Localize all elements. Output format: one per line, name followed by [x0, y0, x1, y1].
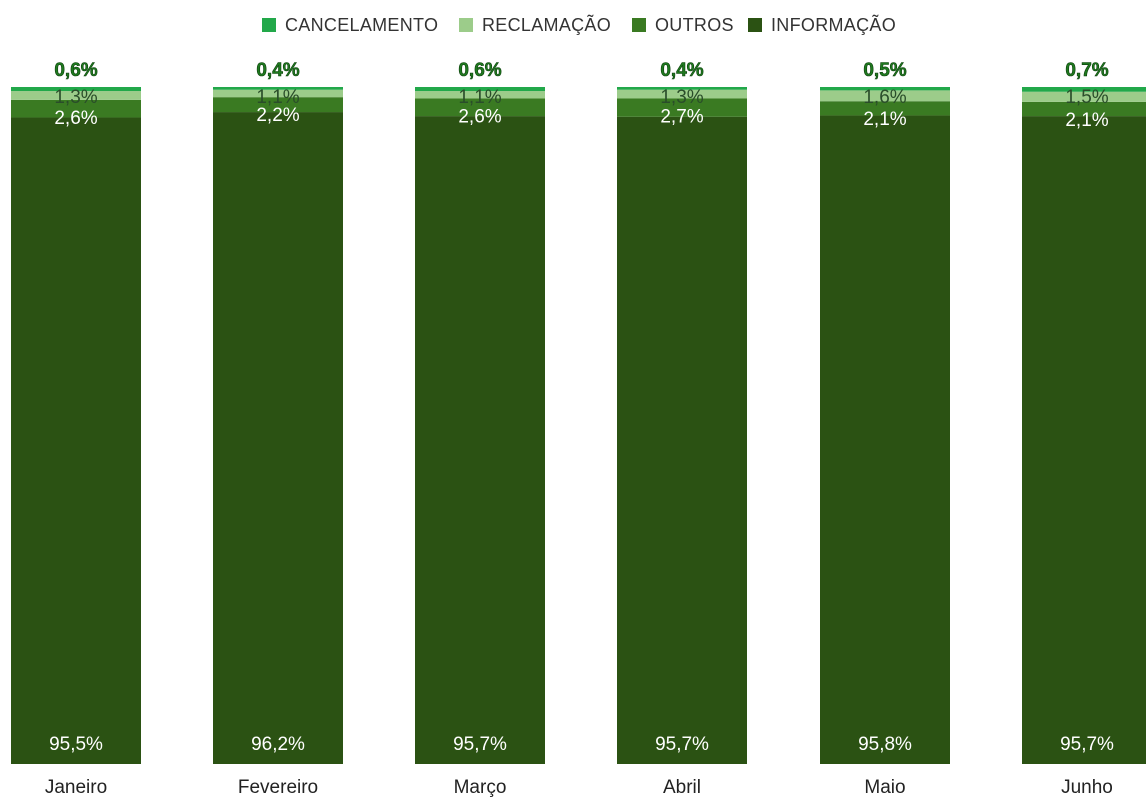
category-label-junho: Junho — [1061, 777, 1113, 798]
data-label-cancelamento-maio: 0,5% — [863, 60, 906, 81]
bar-outros-abril — [617, 98, 747, 117]
data-label-informacao-junho: 95,7% — [1060, 734, 1114, 755]
bar-informacao-maio — [820, 115, 950, 764]
bar-outros-janeiro — [11, 99, 141, 118]
bar-cancelamento-marco — [415, 87, 545, 92]
data-label-informacao-maio: 95,8% — [858, 734, 912, 755]
data-label-outros-abril: 2,7% — [660, 106, 703, 127]
bar-informacao-abril — [617, 116, 747, 764]
bar-reclamacao-maio — [820, 90, 950, 102]
data-label-reclamacao-fevereiro: 1,1% — [256, 87, 299, 108]
data-label-reclamacao-junho: 1,5% — [1065, 87, 1108, 108]
data-label-cancelamento-janeiro: 0,6% — [54, 60, 97, 81]
data-label-reclamacao-abril: 1,3% — [660, 87, 703, 108]
data-label-reclamacao-marco: 1,1% — [458, 87, 501, 108]
category-label-fevereiro: Fevereiro — [238, 777, 318, 798]
bar-informacao-janeiro — [11, 117, 141, 765]
category-label-janeiro: Janeiro — [45, 777, 107, 798]
category-labels: Janeiro Fevereiro Março Abril Maio Junho — [45, 777, 1113, 798]
bar-reclamacao-fevereiro — [213, 89, 343, 98]
bar-cancelamento-janeiro — [11, 87, 141, 92]
bar-informacao-fevereiro — [213, 112, 343, 764]
bar-outros-fevereiro — [213, 97, 343, 113]
bar-outros-maio — [820, 101, 950, 116]
bar-reclamacao-abril — [617, 89, 747, 99]
data-label-informacao-fevereiro: 96,2% — [251, 734, 305, 755]
data-label-informacao-marco: 95,7% — [453, 734, 507, 755]
data-label-cancelamento-junho: 0,7% — [1065, 60, 1108, 81]
legend: CANCELAMENTO RECLAMAÇÃO OUTROS INFORMAÇÃO — [262, 14, 896, 35]
bar-reclamacao-junho — [1022, 91, 1146, 102]
data-label-informacao-janeiro: 95,5% — [49, 734, 103, 755]
data-label-cancelamento-abril: 0,4% — [660, 60, 703, 81]
data-label-outros-marco: 2,6% — [458, 107, 501, 128]
bars: 95,5%2,6%1,3%0,6%96,2%2,2%1,1%0,4%95,7%2… — [11, 60, 1146, 765]
legend-label-cancelamento: CANCELAMENTO — [285, 15, 438, 35]
bar-cancelamento-abril — [617, 87, 747, 90]
data-label-reclamacao-janeiro: 1,3% — [54, 87, 97, 108]
data-label-cancelamento-fevereiro: 0,4% — [256, 60, 299, 81]
bar-informacao-junho — [1022, 116, 1146, 764]
bar-outros-junho — [1022, 101, 1146, 117]
bar-cancelamento-fevereiro — [213, 87, 343, 90]
legend-label-informacao: INFORMAÇÃO — [771, 14, 896, 35]
data-label-outros-maio: 2,1% — [863, 109, 906, 130]
bar-outros-marco — [415, 98, 545, 117]
legend-swatch-cancelamento — [262, 18, 276, 32]
data-label-outros-janeiro: 2,6% — [54, 108, 97, 129]
bar-cancelamento-maio — [820, 87, 950, 91]
legend-swatch-outros — [632, 18, 646, 32]
legend-swatch-reclamacao — [459, 18, 473, 32]
bar-reclamacao-marco — [415, 91, 545, 99]
bar-cancelamento-junho — [1022, 87, 1146, 92]
data-label-reclamacao-maio: 1,6% — [863, 87, 906, 108]
data-label-informacao-abril: 95,7% — [655, 734, 709, 755]
bar-informacao-marco — [415, 116, 545, 764]
category-label-abril: Abril — [663, 777, 701, 798]
legend-label-outros: OUTROS — [655, 15, 734, 35]
data-label-outros-fevereiro: 2,2% — [256, 105, 299, 126]
data-label-cancelamento-marco: 0,6% — [458, 60, 501, 81]
data-label-outros-junho: 2,1% — [1065, 110, 1108, 131]
category-label-maio: Maio — [864, 777, 905, 798]
bar-reclamacao-janeiro — [11, 91, 141, 100]
legend-swatch-informacao — [748, 18, 762, 32]
category-label-marco: Março — [454, 777, 507, 798]
legend-label-reclamacao: RECLAMAÇÃO — [482, 14, 611, 35]
